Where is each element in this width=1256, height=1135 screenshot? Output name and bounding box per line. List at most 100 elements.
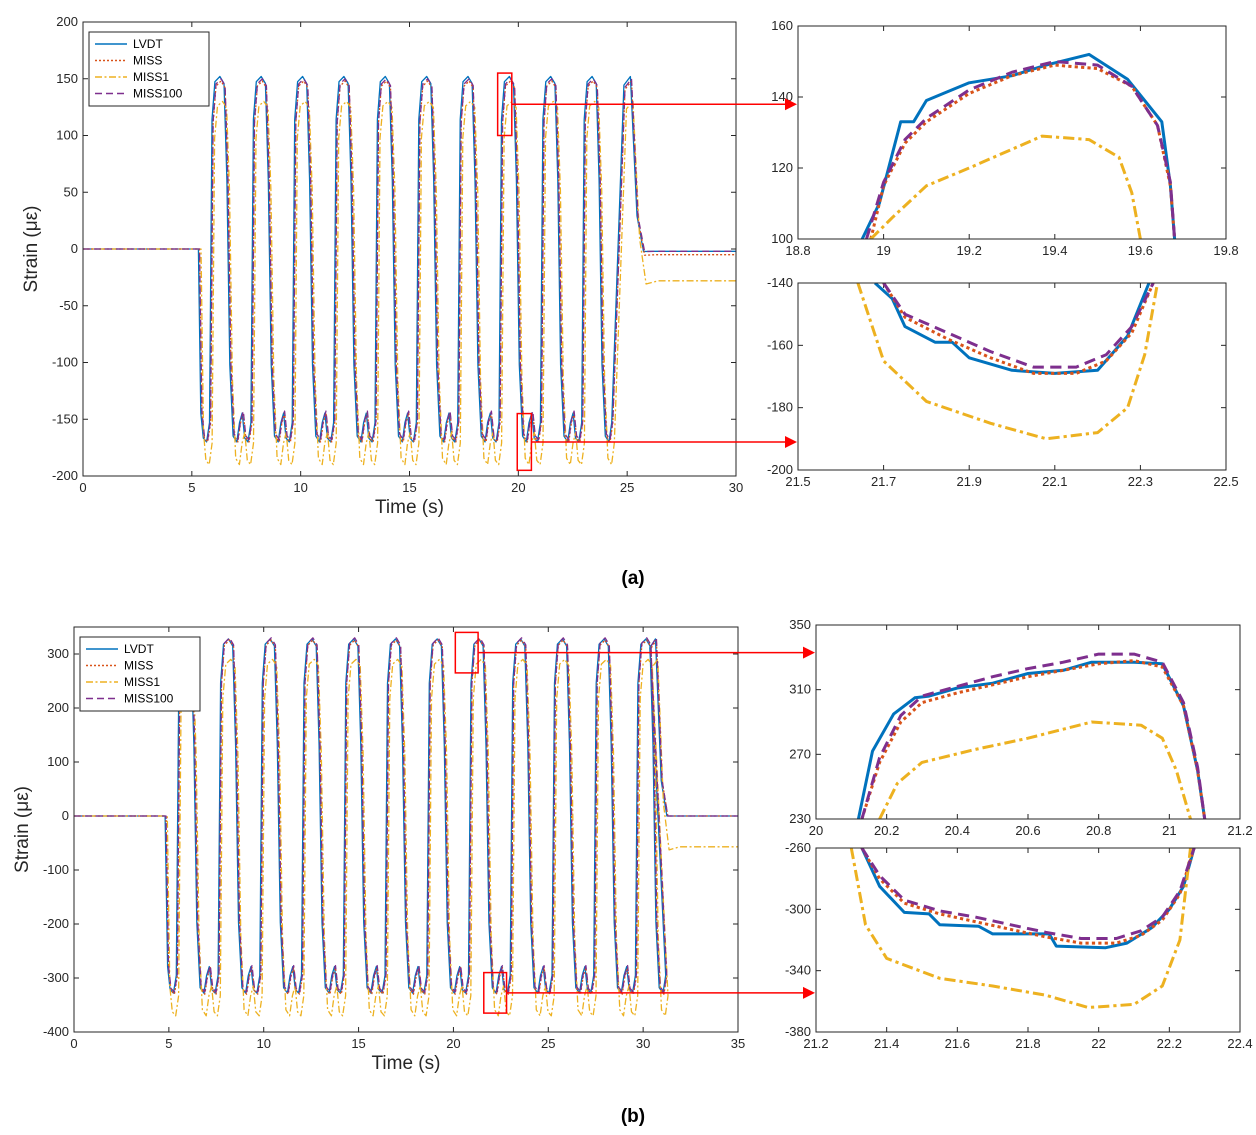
- series-miss1: [856, 283, 1159, 441]
- series-miss: [882, 283, 1155, 375]
- series-group: [83, 75, 736, 466]
- legend: LVDT MISS MISS1 MISS100: [79, 636, 201, 712]
- series-group: [74, 637, 738, 1017]
- y-tick-label: 310: [789, 682, 811, 697]
- x-tick-label: 20.4: [945, 823, 970, 838]
- zoom-arrow-head: [785, 98, 797, 111]
- x-tick-label: 10: [256, 1036, 270, 1051]
- legend-label-miss1: MISS1: [133, 70, 169, 84]
- chart-b-main: 0 5 10 15 20 25 30 35 -400 -300 -200 -100 0 100 200 300…: [12, 626, 745, 1074]
- x-tick-label: 20: [511, 480, 525, 495]
- y-tick-label: -100: [43, 862, 69, 877]
- y-tick-label: -340: [785, 963, 811, 978]
- legend-label-lvdt: LVDT: [124, 642, 154, 656]
- x-tick-label: 21.7: [871, 474, 896, 489]
- y-tick-label: -150: [52, 411, 78, 426]
- x-tick-label: 21.5: [785, 474, 810, 489]
- series-miss1: [869, 134, 1142, 239]
- series-lvdt: [83, 75, 736, 443]
- x-tick-label: 22.5: [1213, 474, 1238, 489]
- plot-frame: [797, 25, 1227, 240]
- chart-a-main: 0 5 10 15 20 25 30 -200 -150 -100 -50 0 50 100 150 200 T…: [21, 14, 743, 518]
- x-tick-label: 20: [809, 823, 823, 838]
- y-tick-label: -200: [52, 468, 78, 483]
- series-group: [849, 848, 1196, 1009]
- x-tick-label: 22: [1091, 1036, 1105, 1051]
- zoom-arrow-head: [785, 435, 797, 448]
- x-tick-label: 21.9: [957, 474, 982, 489]
- y-tick-label: 200: [56, 14, 78, 29]
- zoom-arrow-head: [803, 986, 815, 999]
- series-lvdt: [856, 660, 1207, 819]
- x-tick-label: 19.2: [957, 243, 982, 258]
- legend-label-miss100: MISS100: [124, 692, 174, 706]
- plots-layer: 0 5 10 15 20 25 30-200-150-100-50050100150200T…: [12, 14, 1253, 1074]
- y-tick-label: 100: [56, 128, 78, 143]
- series-miss100: [860, 652, 1207, 819]
- x-tick-label: 25: [541, 1036, 555, 1051]
- chart-b-zoom-top: 20 20.2 20.4 20.6 20.8 21 21.2 230 270 310 350: [789, 617, 1252, 838]
- y-tick-label: -160: [767, 337, 793, 352]
- series-miss: [83, 80, 736, 443]
- caption-b: (b): [621, 1106, 645, 1127]
- y-tick-label: -50: [59, 298, 78, 313]
- x-tick-label: 0: [70, 1036, 77, 1051]
- x-tick-label: 30: [729, 480, 743, 495]
- y-axis-label: Strain (με): [21, 206, 42, 293]
- plot-frame: [73, 626, 739, 1033]
- y-tick-label: 0: [71, 241, 78, 256]
- series-miss1: [849, 848, 1192, 1009]
- plot-frame: [815, 624, 1241, 820]
- x-tick-label: 0: [79, 480, 86, 495]
- x-tick-label: 21: [1162, 823, 1176, 838]
- caption-a: (a): [621, 568, 644, 589]
- x-tick-label: 15: [351, 1036, 365, 1051]
- legend: LVDT MISS MISS1 MISS100: [88, 31, 210, 107]
- y-tick-label: 50: [64, 184, 78, 199]
- series-miss100: [83, 78, 736, 441]
- y-tick-label: -400: [43, 1024, 69, 1039]
- x-tick-label: 21.8: [1015, 1036, 1040, 1051]
- y-tick-label: 100: [771, 231, 793, 246]
- y-tick-label: -380: [785, 1024, 811, 1039]
- series-miss1: [74, 658, 738, 1017]
- y-tick-label: 230: [789, 811, 811, 826]
- zoom-arrow-head: [803, 646, 815, 659]
- y-tick-label: 0: [62, 808, 69, 823]
- y-tick-label: 200: [47, 700, 69, 715]
- series-miss100: [74, 637, 738, 993]
- y-tick-label: 160: [771, 18, 793, 33]
- x-tick-label: 19.8: [1213, 243, 1238, 258]
- plot-frame: [82, 21, 737, 477]
- y-tick-label: 150: [56, 71, 78, 86]
- x-tick-label: 10: [293, 480, 307, 495]
- y-tick-label: 270: [789, 746, 811, 761]
- x-tick-label: 20.2: [874, 823, 899, 838]
- plot-frame: [815, 847, 1241, 1033]
- x-tick-label: 19: [876, 243, 890, 258]
- legend-label-miss100: MISS100: [133, 87, 183, 101]
- x-tick-label: 21.4: [874, 1036, 899, 1051]
- y-tick-label: 300: [47, 646, 69, 661]
- x-tick-label: 5: [165, 1036, 172, 1051]
- x-tick-label: 15: [402, 480, 416, 495]
- x-tick-label: 30: [636, 1036, 650, 1051]
- legend-label-lvdt: LVDT: [133, 37, 163, 51]
- legend-label-miss: MISS: [124, 659, 153, 673]
- x-tick-label: 21.2: [1227, 823, 1252, 838]
- x-tick-label: 25: [620, 480, 634, 495]
- series-miss: [869, 63, 1177, 239]
- series-miss: [860, 659, 1207, 819]
- y-tick-label: -200: [767, 462, 793, 477]
- x-tick-label: 35: [731, 1036, 745, 1051]
- series-group: [860, 52, 1177, 239]
- series-miss1: [878, 720, 1192, 819]
- x-tick-label: 22.2: [1157, 1036, 1182, 1051]
- series-miss1: [83, 100, 736, 466]
- x-tick-label: 21.2: [803, 1036, 828, 1051]
- plot-frame: [797, 282, 1227, 471]
- y-tick-label: -180: [767, 400, 793, 415]
- x-tick-label: 22.3: [1128, 474, 1153, 489]
